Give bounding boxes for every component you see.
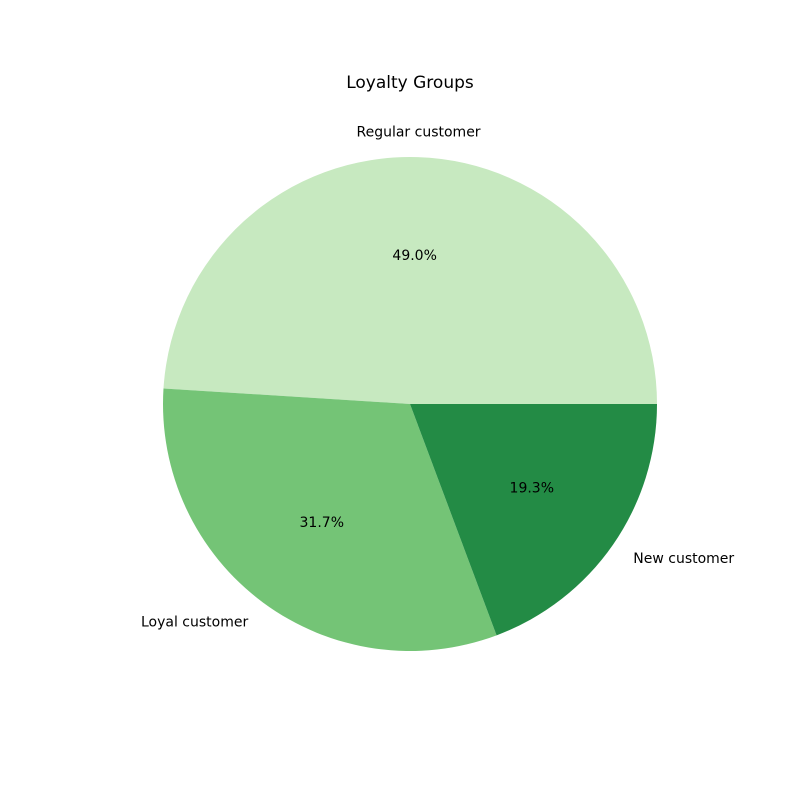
slice-label-loyal-customer: Loyal customer [141, 614, 248, 630]
pie-slice-regular-customer [163, 157, 657, 404]
pie-labels: Regular customer 49.0% Loyal customer 31.7%… [141, 124, 734, 630]
chart-title: Loyalty Groups [346, 73, 474, 93]
slice-label-new-customer: New customer [633, 551, 734, 567]
slice-label-regular-customer: Regular customer [356, 124, 480, 140]
slice-percent-loyal-customer: 31.7% [300, 515, 344, 531]
pie-slice-loyal-customer [163, 388, 497, 651]
slice-percent-regular-customer: 49.0% [392, 248, 436, 264]
pie-slice-new-customer [410, 404, 657, 636]
slice-percent-new-customer: 19.3% [510, 480, 554, 496]
pie-slices [163, 157, 657, 651]
